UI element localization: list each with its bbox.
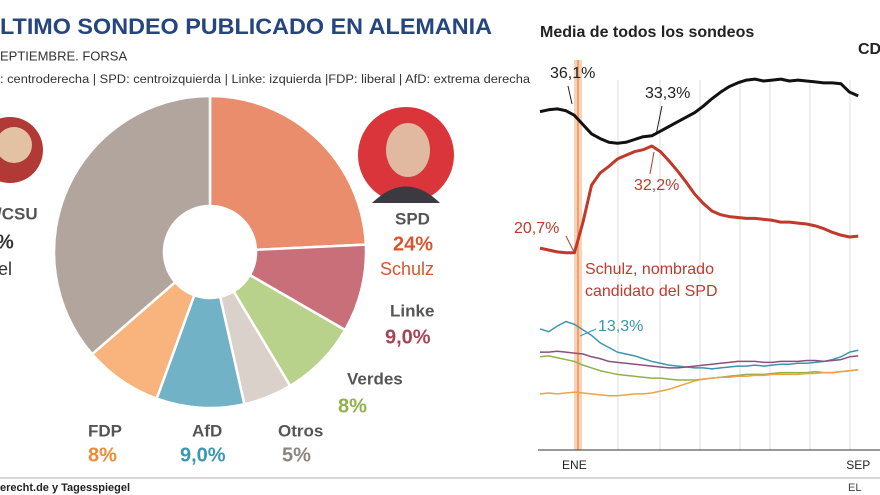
- donut-slice: [52, 94, 212, 356]
- slice-label: Linke: [390, 301, 434, 320]
- annotation: 20,7%: [514, 220, 559, 237]
- annotation: Schulz, nombrado: [585, 261, 714, 278]
- portrait-suit: [372, 186, 440, 203]
- series-line: [540, 350, 859, 369]
- party-note: : centroderecha | SPD: centroizquierda |…: [0, 74, 531, 86]
- x-tick-label: ENE: [562, 458, 587, 472]
- portrait-face: [386, 123, 430, 177]
- donut-slice: [208, 94, 368, 252]
- leader: [565, 235, 575, 253]
- slice-label: /CSU: [0, 204, 38, 223]
- slice-label: FDP: [88, 421, 122, 440]
- value-label: 8%: [338, 395, 367, 417]
- leader: [655, 105, 663, 136]
- annotation: 36,1%: [550, 65, 595, 82]
- annotation: CD: [858, 41, 880, 58]
- value-label: 5%: [282, 444, 311, 466]
- annotation: 13,3%: [598, 318, 643, 335]
- source: erecht.de y Tagesspiegel: [0, 482, 130, 494]
- publisher: EL: [848, 482, 861, 494]
- leader: [567, 85, 573, 105]
- series-line: [539, 77, 859, 145]
- x-tick-label: SEP: [846, 458, 870, 472]
- value-label: 24%: [393, 233, 433, 255]
- value-label: 9,0%: [180, 444, 226, 466]
- value-label: %: [0, 231, 14, 253]
- series-line: [539, 369, 859, 397]
- slice-label: SPD: [395, 209, 430, 228]
- title: LTIMO SONDEO PUBLICADO EN ALEMANIA: [0, 14, 492, 39]
- slice-label: Otros: [278, 421, 323, 440]
- leader-name: Schulz: [380, 259, 434, 279]
- chart-title: Media de todos los sondeos: [540, 24, 754, 41]
- leader-name: el: [0, 259, 12, 279]
- value-label: 9,0%: [385, 326, 431, 348]
- leader: [649, 151, 655, 175]
- slice-label: AfD: [192, 421, 222, 440]
- annotation: 33,3%: [645, 85, 690, 102]
- slice-label: Verdes: [347, 369, 403, 388]
- subtitle: EPTIEMBRE. FORSA: [0, 48, 127, 63]
- portrait-face: [0, 127, 32, 163]
- annotation: candidato del SPD: [585, 283, 718, 300]
- series-line: [539, 320, 859, 370]
- series-line: [539, 144, 859, 255]
- value-label: 8%: [88, 444, 117, 466]
- annotation: 32,2%: [634, 177, 679, 194]
